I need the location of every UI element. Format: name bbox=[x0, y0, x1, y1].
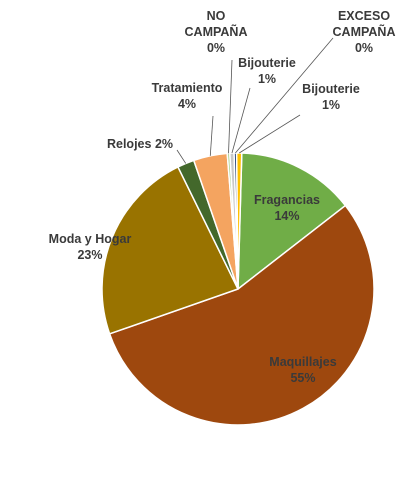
pie-slice-fragancias-0 bbox=[237, 152, 347, 291]
leader-lines bbox=[176, 37, 334, 164]
pie-slice-bijouterie-8 bbox=[235, 152, 243, 290]
leader-line-5 bbox=[228, 59, 233, 154]
slice-label-moda-y-hogar: Moda y Hogar 23% bbox=[49, 232, 132, 262]
pie-slice-moda-y-hogar-2 bbox=[101, 165, 240, 335]
slice-label-no-campana: NO CAMPAÑA 0% bbox=[185, 9, 248, 55]
leader-line-8 bbox=[239, 114, 301, 154]
leader-line-7 bbox=[235, 37, 334, 154]
slice-label-bijouterie-1: Bijouterie 1% bbox=[238, 56, 296, 86]
pie-slice-maquillajes-1 bbox=[108, 204, 375, 426]
slice-label-exceso-campana: EXCESO CAMPAÑA 0% bbox=[333, 9, 396, 55]
leader-line-3 bbox=[176, 149, 187, 164]
slice-label-relojes: Relojes 2% bbox=[107, 137, 173, 151]
slice-label-bijouterie-2: Bijouterie 1% bbox=[302, 82, 360, 112]
leader-line-6 bbox=[231, 87, 251, 154]
slice-label-tratamiento: Tratamiento 4% bbox=[152, 81, 223, 111]
slice-label-maquillajes: Maquillajes 55% bbox=[269, 355, 336, 385]
slice-label-fragancias: Fragancias 14% bbox=[254, 193, 320, 223]
leader-line-4 bbox=[209, 115, 214, 156]
pie-slices bbox=[101, 152, 375, 426]
